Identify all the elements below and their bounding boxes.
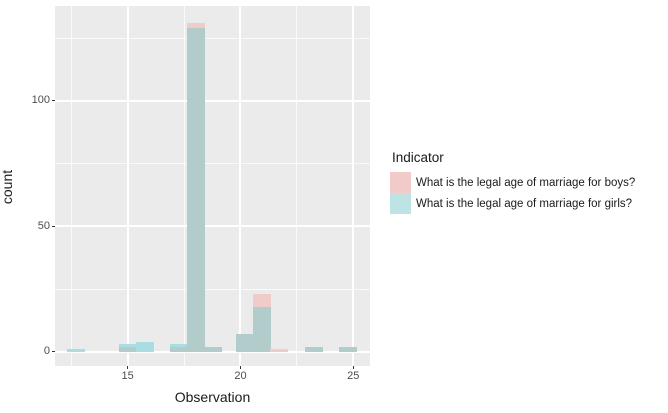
bar-segment-overlap: [169, 346, 188, 352]
legend-swatch-boys-icon: [390, 172, 411, 193]
y-tick-label: 100: [31, 94, 50, 107]
legend: Indicator What is the legal age of marri…: [390, 150, 635, 214]
plot-panel: [55, 6, 370, 366]
bar-segment-boys: [270, 349, 289, 352]
bar-segment-boys: [187, 23, 205, 29]
bar-segment-girls: [136, 341, 155, 352]
gridline-minor-vertical: [70, 6, 72, 366]
gridline-minor-horizontal: [55, 37, 370, 39]
legend-label-boys: What is the legal age of marriage for bo…: [416, 176, 636, 189]
x-tick-mark: [239, 366, 241, 369]
bar-segment-overlap: [339, 346, 357, 352]
gridline-major-vertical: [352, 6, 355, 366]
x-tick-mark: [127, 366, 129, 369]
x-axis-title: Observation: [174, 389, 251, 405]
legend-label-girls: What is the legal age of marriage for gi…: [416, 197, 633, 210]
bar-segment-overlap: [305, 346, 323, 352]
bar-segment-overlap: [187, 28, 205, 352]
gridline-minor-vertical: [183, 6, 185, 366]
gridline-minor-horizontal: [55, 163, 370, 165]
bar-segment-girls: [118, 344, 137, 347]
y-tick-mark: [52, 225, 55, 227]
y-axis-title: count: [0, 169, 15, 205]
gridline-major-vertical: [126, 6, 129, 366]
gridline-minor-horizontal: [55, 288, 370, 290]
bar-segment-boys: [253, 294, 271, 307]
legend-title: Indicator: [392, 150, 444, 165]
gridline-major-horizontal: [55, 99, 370, 102]
bar-segment-girls: [66, 349, 85, 352]
y-tick-mark: [52, 100, 55, 102]
y-tick-label: 50: [37, 219, 50, 232]
legend-item-boys: What is the legal age of marriage for bo…: [390, 172, 635, 193]
bar-segment-overlap: [235, 334, 254, 352]
x-tick-label: 25: [347, 370, 360, 382]
legend-item-girls: What is the legal age of marriage for gi…: [390, 193, 635, 214]
gridline-major-horizontal: [55, 350, 370, 353]
bar-segment-girls: [169, 344, 188, 347]
bar-segment-overlap: [253, 306, 271, 352]
x-tick-label: 20: [234, 370, 247, 382]
gridline-minor-vertical: [296, 6, 298, 366]
y-tick-label: 0: [43, 345, 50, 358]
bar-segment-overlap: [204, 346, 223, 352]
legend-swatch-girls-icon: [390, 193, 411, 214]
bar-segment-overlap: [118, 346, 137, 352]
y-tick-mark: [52, 351, 55, 353]
x-tick-label: 15: [121, 370, 134, 382]
gridline-major-vertical: [239, 6, 242, 366]
x-tick-mark: [352, 366, 354, 369]
gridline-major-horizontal: [55, 225, 370, 228]
